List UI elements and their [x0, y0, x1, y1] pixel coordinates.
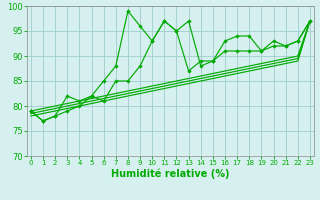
X-axis label: Humidité relative (%): Humidité relative (%): [111, 169, 230, 179]
